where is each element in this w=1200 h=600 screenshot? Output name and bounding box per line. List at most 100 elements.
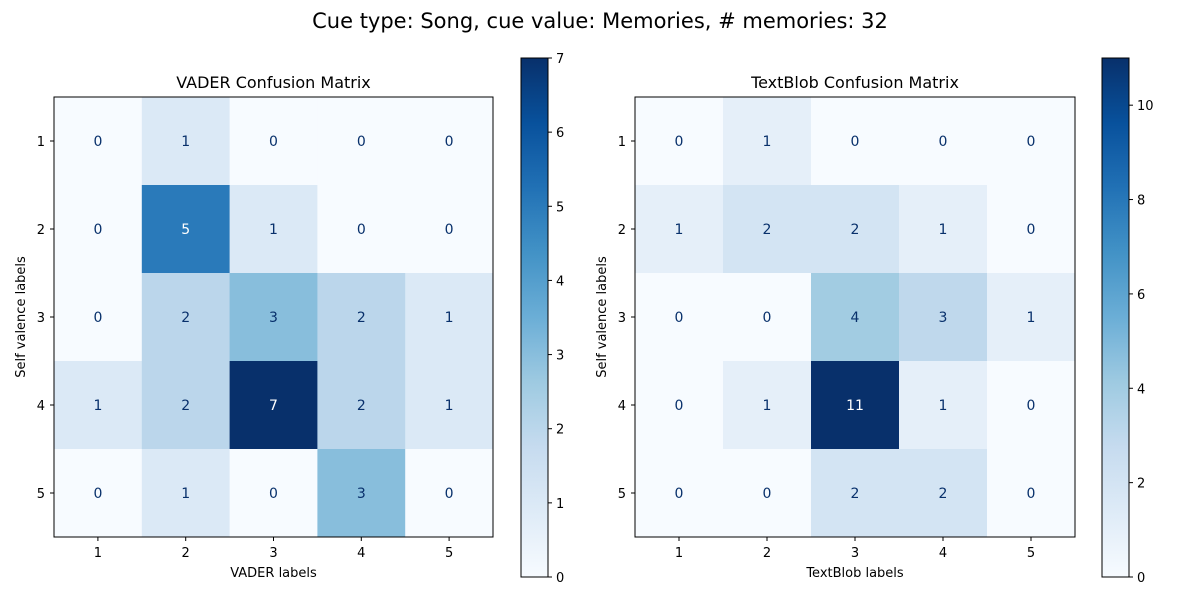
x-tick-label: 2 xyxy=(182,546,190,561)
heatmap-cell xyxy=(54,97,143,186)
colorbar-tick-label: 8 xyxy=(1137,194,1145,209)
heatmap-cell xyxy=(405,449,494,538)
cell-value-label: 2 xyxy=(851,222,860,238)
heatmap-cell xyxy=(987,449,1076,538)
heatmap-cell xyxy=(229,273,318,362)
cell-value-label: 0 xyxy=(93,486,102,502)
figure-title: Cue type: Song, cue value: Memories, # m… xyxy=(312,9,888,33)
heatmap-cell xyxy=(811,185,900,274)
heatmap-cell xyxy=(141,273,231,362)
cell-value-label: 3 xyxy=(939,310,948,326)
heatmap-cell xyxy=(723,273,812,362)
cell-value-label: 1 xyxy=(939,222,948,238)
colorbar-tick-label: 3 xyxy=(556,349,564,364)
y-tick-label: 1 xyxy=(37,135,45,150)
cell-value-label: 0 xyxy=(357,134,366,150)
heatmap-cell xyxy=(987,361,1076,450)
cell-value-label: 1 xyxy=(445,398,454,414)
colorbar-tick-label: 5 xyxy=(556,200,564,215)
heatmap-cell xyxy=(141,361,231,450)
heatmap-cell xyxy=(987,185,1076,274)
colorbar xyxy=(520,57,549,578)
heatmap-cell xyxy=(54,361,143,450)
heatmap-cell xyxy=(54,185,143,274)
cell-value-label: 3 xyxy=(269,310,278,326)
heatmap-cell xyxy=(229,361,318,450)
colorbar-tick-label: 1 xyxy=(556,497,564,512)
cell-value-label: 0 xyxy=(675,486,684,502)
heatmap-cell xyxy=(405,185,494,274)
chart-title: TextBlob Confusion Matrix xyxy=(750,73,959,92)
cell-value-label: 0 xyxy=(675,398,684,414)
y-tick-label: 3 xyxy=(618,311,626,326)
cell-value-label: 0 xyxy=(93,310,102,326)
heatmap-cell xyxy=(229,185,318,274)
heatmap-cell xyxy=(635,273,724,362)
y-tick-label: 5 xyxy=(618,487,626,502)
cell-value-label: 1 xyxy=(269,222,278,238)
heatmap-cell xyxy=(635,361,724,450)
cell-value-label: 1 xyxy=(181,134,190,150)
cell-value-label: 2 xyxy=(357,398,366,414)
heatmap-cell xyxy=(141,185,231,274)
cell-value-label: 1 xyxy=(445,310,454,326)
colorbar-tick-label: 6 xyxy=(1137,288,1145,303)
heatmap-cell xyxy=(141,449,231,538)
y-tick-label: 1 xyxy=(618,135,626,150)
cell-value-label: 1 xyxy=(1027,310,1036,326)
colorbar xyxy=(1101,57,1130,578)
heatmap-cell xyxy=(229,97,318,186)
cell-value-label: 0 xyxy=(445,134,454,150)
heatmap-cell xyxy=(405,97,494,186)
cell-value-label: 2 xyxy=(357,310,366,326)
cell-value-label: 1 xyxy=(939,398,948,414)
y-tick-label: 3 xyxy=(37,311,45,326)
heatmap-cell xyxy=(723,449,812,538)
cell-value-label: 0 xyxy=(939,134,948,150)
cell-value-label: 2 xyxy=(851,486,860,502)
x-tick-label: 4 xyxy=(939,546,947,561)
cell-value-label: 0 xyxy=(1027,486,1036,502)
y-tick-label: 4 xyxy=(37,399,45,414)
heatmap-cell xyxy=(811,449,900,538)
heatmap-cell xyxy=(899,449,988,538)
heatmap-cell xyxy=(899,185,988,274)
cell-value-label: 0 xyxy=(1027,222,1036,238)
colorbar-tick-label: 4 xyxy=(1137,382,1145,397)
cell-value-label: 2 xyxy=(763,222,772,238)
cell-value-label: 0 xyxy=(445,486,454,502)
heatmap-cell xyxy=(811,97,900,186)
cell-value-label: 0 xyxy=(445,222,454,238)
x-tick-label: 2 xyxy=(763,546,771,561)
x-tick-label: 4 xyxy=(357,546,365,561)
y-tick-label: 2 xyxy=(37,223,45,238)
cell-value-label: 0 xyxy=(269,134,278,150)
y-tick-label: 5 xyxy=(37,487,45,502)
chart-title: VADER Confusion Matrix xyxy=(176,73,371,92)
cell-value-label: 2 xyxy=(181,310,190,326)
colorbar-tick-label: 10 xyxy=(1137,99,1154,114)
confusion-matrix-panel-2: 0 1 0 0 01 2 2 1 00 0 4 3 10 1 11 1 00 0 2 2 01 2 3 4 512345Text… xyxy=(595,57,1154,586)
x-tick-label: 1 xyxy=(675,546,683,561)
colorbar-tick-label: 0 xyxy=(1137,571,1145,586)
x-tick-label: 1 xyxy=(94,546,102,561)
heatmap-cell xyxy=(723,185,812,274)
cell-value-label: 0 xyxy=(675,134,684,150)
cell-value-label: 0 xyxy=(851,134,860,150)
cell-value-label: 0 xyxy=(763,310,772,326)
x-tick-label: 5 xyxy=(1027,546,1035,561)
x-tick-label: 3 xyxy=(851,546,859,561)
heatmap-cell xyxy=(317,185,406,274)
heatmap-cell xyxy=(405,273,494,362)
heatmap-cell xyxy=(987,97,1076,186)
heatmap-cell xyxy=(987,273,1076,362)
heatmap-cell xyxy=(635,97,724,186)
y-tick-label: 4 xyxy=(618,399,626,414)
cell-value-label: 0 xyxy=(675,310,684,326)
heatmap-cell xyxy=(899,97,988,186)
cell-value-label: 1 xyxy=(675,222,684,238)
cell-value-label: 1 xyxy=(181,486,190,502)
cell-value-label: 2 xyxy=(939,486,948,502)
x-axis-label: TextBlob labels xyxy=(805,566,904,581)
